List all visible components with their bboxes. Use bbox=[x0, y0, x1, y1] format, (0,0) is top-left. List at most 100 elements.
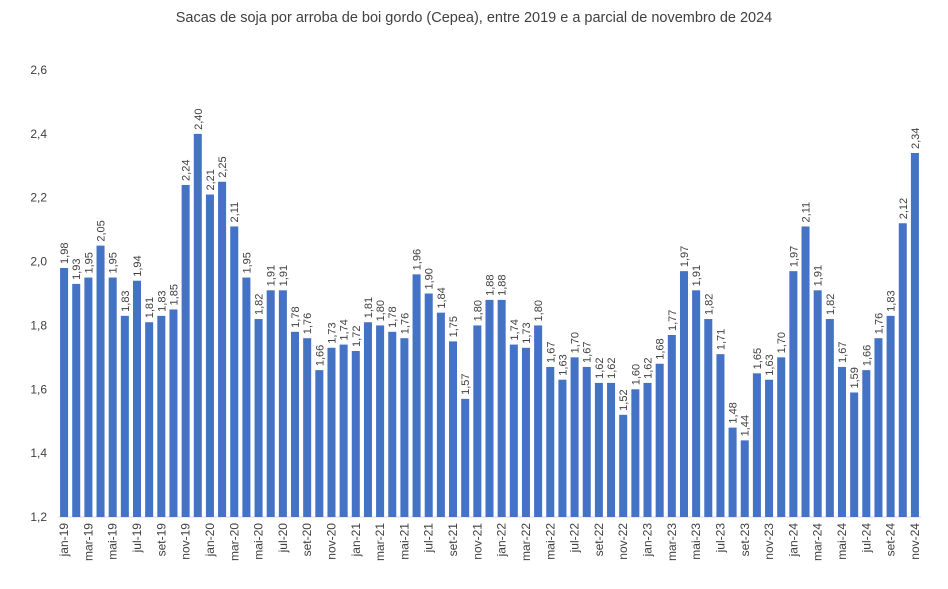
x-tick-label: mai-23 bbox=[689, 523, 703, 560]
data-label: 1,62 bbox=[643, 357, 655, 378]
y-tick-label: 2,2 bbox=[30, 191, 47, 205]
bar bbox=[84, 277, 93, 517]
data-label: 1,76 bbox=[302, 313, 314, 334]
bar bbox=[679, 271, 688, 517]
bar bbox=[242, 277, 251, 517]
bar bbox=[133, 280, 142, 517]
data-label: 2,25 bbox=[217, 156, 229, 177]
data-label: 1,77 bbox=[667, 310, 679, 331]
bar bbox=[266, 290, 275, 517]
bar bbox=[728, 427, 737, 517]
data-label: 2,40 bbox=[193, 108, 205, 129]
bar bbox=[789, 271, 798, 517]
x-tick-label: jan-20 bbox=[203, 523, 217, 558]
data-label: 1,84 bbox=[436, 287, 448, 308]
bar bbox=[339, 344, 348, 517]
data-label: 1,73 bbox=[521, 322, 533, 343]
x-tick-label: set-24 bbox=[884, 523, 898, 557]
data-label: 1,96 bbox=[412, 249, 424, 270]
bar bbox=[752, 373, 761, 517]
bar bbox=[655, 363, 664, 517]
data-label: 1,91 bbox=[813, 265, 825, 286]
x-tick-label: mai-20 bbox=[252, 523, 266, 560]
x-tick-label: jul-19 bbox=[130, 523, 144, 554]
data-label: 1,98 bbox=[59, 243, 71, 264]
bar bbox=[351, 350, 360, 517]
data-label: 1,95 bbox=[108, 252, 120, 273]
y-tick-label: 2,0 bbox=[30, 255, 47, 269]
y-tick-label: 2,6 bbox=[30, 63, 47, 77]
data-label: 2,05 bbox=[96, 220, 108, 241]
data-label: 2,34 bbox=[910, 128, 922, 149]
data-label: 1,63 bbox=[764, 354, 776, 375]
bar bbox=[205, 194, 214, 517]
bar bbox=[546, 366, 555, 517]
data-label: 1,80 bbox=[533, 300, 545, 321]
x-tick-label: nov-20 bbox=[324, 523, 338, 560]
data-label: 1,80 bbox=[472, 300, 484, 321]
bar bbox=[716, 354, 725, 517]
bar bbox=[72, 283, 81, 517]
bar bbox=[497, 299, 506, 517]
data-label: 1,76 bbox=[399, 313, 411, 334]
x-tick-label: mai-22 bbox=[543, 523, 557, 560]
bar bbox=[230, 226, 239, 517]
bar bbox=[631, 389, 640, 517]
x-tick-label: jan-24 bbox=[786, 523, 800, 558]
x-tick-label: set-19 bbox=[154, 523, 168, 557]
data-label: 1,81 bbox=[363, 297, 375, 318]
x-tick-label: jul-21 bbox=[422, 523, 436, 554]
x-tick-label: mar-24 bbox=[811, 523, 825, 561]
x-tick-label: jul-24 bbox=[859, 523, 873, 554]
bar bbox=[704, 319, 713, 517]
x-tick-label: mar-23 bbox=[665, 523, 679, 561]
data-label: 1,83 bbox=[120, 290, 132, 311]
bar bbox=[193, 133, 202, 518]
bar bbox=[169, 309, 178, 517]
x-tick-label: jul-20 bbox=[276, 523, 290, 554]
bar bbox=[813, 290, 822, 517]
data-label: 1,80 bbox=[375, 300, 387, 321]
bar bbox=[850, 392, 859, 517]
x-tick-label: mai-24 bbox=[835, 523, 849, 560]
x-tick-label: nov-24 bbox=[908, 523, 922, 560]
bar bbox=[254, 319, 263, 517]
data-label: 1,91 bbox=[278, 265, 290, 286]
x-tick-label: mar-21 bbox=[373, 523, 387, 561]
bar bbox=[376, 325, 385, 517]
data-label: 1,75 bbox=[448, 316, 460, 337]
bar bbox=[278, 290, 287, 517]
y-tick-label: 1,8 bbox=[30, 318, 47, 332]
data-label: 1,44 bbox=[740, 415, 752, 436]
bar bbox=[619, 414, 628, 517]
bar bbox=[534, 325, 543, 517]
bar bbox=[145, 322, 154, 517]
data-label: 1,52 bbox=[618, 389, 630, 410]
x-tick-label: mai-19 bbox=[106, 523, 120, 560]
x-tick-label: set-23 bbox=[738, 523, 752, 557]
bar bbox=[570, 357, 579, 517]
bar bbox=[363, 322, 372, 517]
bar bbox=[218, 181, 227, 517]
bar bbox=[388, 331, 397, 517]
data-label: 1,68 bbox=[655, 338, 667, 359]
bar bbox=[120, 315, 129, 517]
x-tick-label: jan-23 bbox=[641, 523, 655, 558]
bar bbox=[643, 382, 652, 517]
data-label: 1,60 bbox=[630, 364, 642, 385]
data-label: 1,57 bbox=[460, 373, 472, 394]
bar bbox=[667, 335, 676, 517]
x-tick-label: nov-21 bbox=[470, 523, 484, 560]
x-tick-label: jul-23 bbox=[713, 523, 727, 554]
bar bbox=[108, 277, 117, 517]
data-label: 1,83 bbox=[156, 290, 168, 311]
data-label: 1,72 bbox=[351, 326, 363, 347]
y-tick-label: 1,4 bbox=[30, 446, 47, 460]
bar bbox=[485, 299, 494, 517]
data-label: 1,78 bbox=[387, 306, 399, 327]
bar bbox=[692, 290, 701, 517]
x-tick-label: nov-19 bbox=[179, 523, 193, 560]
data-label: 1,78 bbox=[290, 306, 302, 327]
data-label: 1,82 bbox=[703, 294, 715, 315]
